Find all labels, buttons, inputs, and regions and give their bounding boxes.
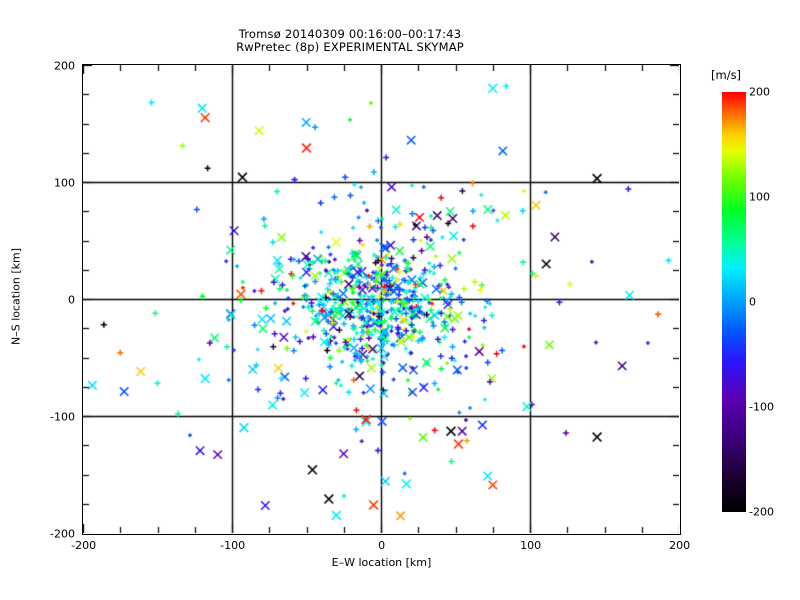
y-tick-label: 100	[54, 176, 75, 190]
colorbar-tick-label: -100	[749, 400, 774, 414]
colorbar-tick-label: 200	[749, 85, 770, 99]
colorbar	[722, 92, 746, 512]
scatter-plot-area	[82, 64, 681, 535]
title-line-1: Tromsø 20140309 00:16:00–00:17:43	[238, 27, 462, 41]
y-tick-label: -100	[50, 410, 75, 424]
x-tick-label: -200	[71, 539, 97, 552]
y-tick-label: -200	[50, 527, 75, 541]
y-tick-label: 200	[54, 59, 75, 73]
x-tick-label: 100	[520, 539, 542, 552]
colorbar-unit-label: [m/s]	[711, 68, 742, 82]
colorbar-gradient	[722, 92, 746, 512]
x-axis-label: E–W location [km]	[331, 556, 432, 569]
colorbar-tick-label: -200	[749, 505, 774, 519]
x-tick-label: 200	[669, 539, 691, 552]
colorbar-tick-label: 100	[749, 190, 770, 204]
title-line-2: RwPretec (8p) EXPERIMENTAL SKYMAP	[236, 40, 464, 54]
y-tick-label: 0	[68, 293, 75, 307]
y-axis-label: N–S location [km]	[9, 247, 23, 346]
figure-title: Tromsø 20140309 00:16:00–00:17:43 RwPret…	[0, 28, 700, 54]
scatter-points-canvas	[83, 65, 679, 533]
x-tick-label: 0	[378, 539, 386, 552]
colorbar-tick-label: 0	[749, 295, 756, 309]
x-tick-label: -100	[220, 539, 246, 552]
